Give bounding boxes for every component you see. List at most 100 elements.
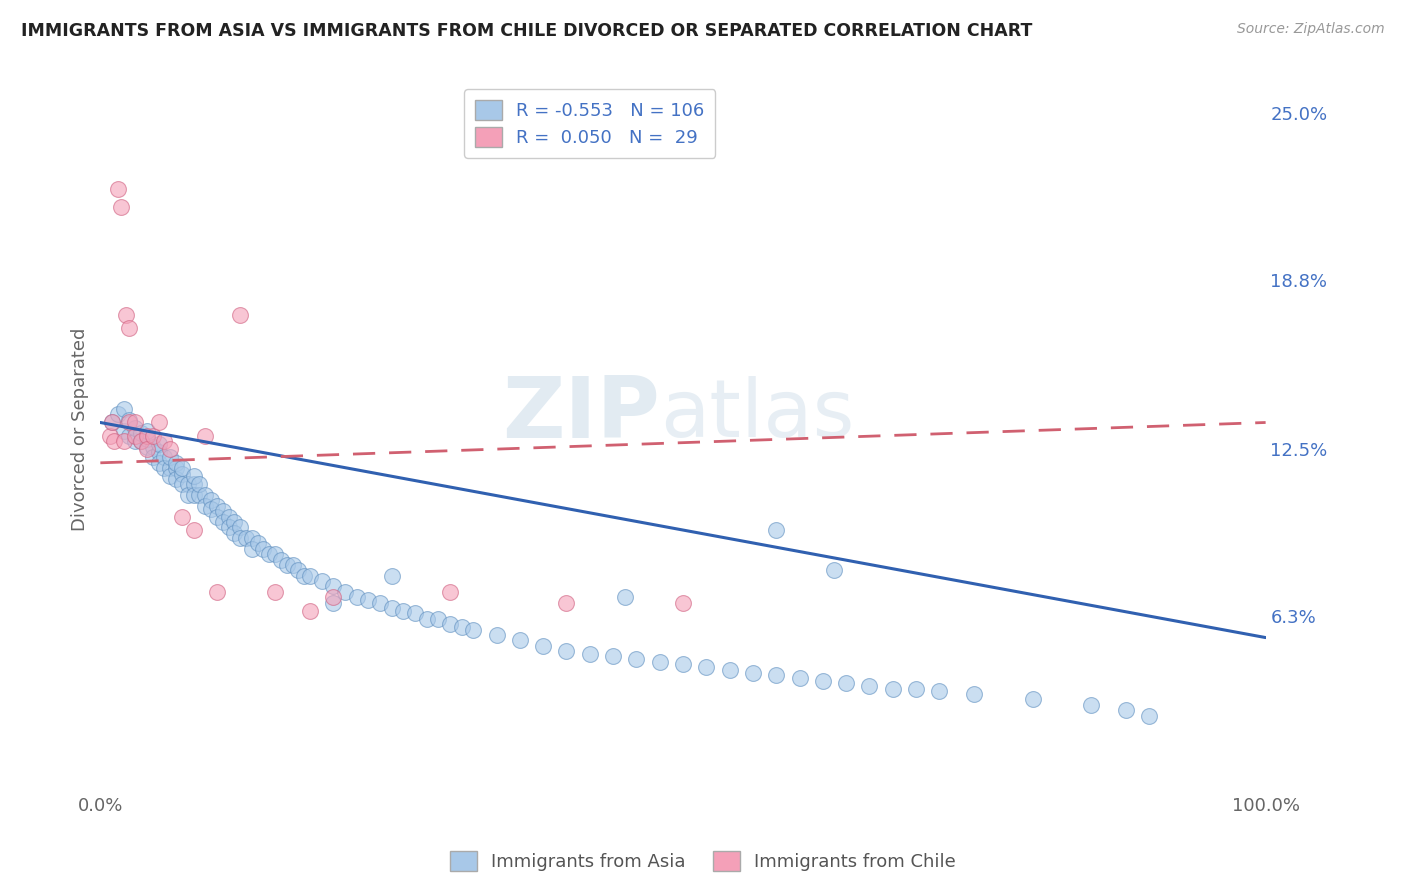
- Point: [450, 620, 472, 634]
- Point: [224, 515, 246, 529]
- Point: [858, 679, 880, 693]
- Legend: Immigrants from Asia, Immigrants from Chile: Immigrants from Asia, Immigrants from Ch…: [443, 844, 963, 879]
- Point: [741, 665, 763, 680]
- Point: [188, 488, 211, 502]
- Point: [346, 591, 368, 605]
- Point: [311, 574, 333, 588]
- Point: [718, 663, 741, 677]
- Point: [159, 450, 181, 465]
- Point: [194, 488, 217, 502]
- Point: [112, 424, 135, 438]
- Y-axis label: Divorced or Separated: Divorced or Separated: [72, 327, 89, 531]
- Point: [170, 477, 193, 491]
- Point: [136, 442, 159, 457]
- Point: [252, 541, 274, 556]
- Point: [322, 591, 344, 605]
- Point: [142, 440, 165, 454]
- Point: [928, 684, 950, 698]
- Point: [613, 591, 636, 605]
- Point: [124, 429, 146, 443]
- Point: [165, 456, 187, 470]
- Point: [218, 520, 240, 534]
- Point: [129, 434, 152, 449]
- Point: [240, 531, 263, 545]
- Point: [229, 531, 252, 545]
- Point: [882, 681, 904, 696]
- Point: [824, 563, 846, 577]
- Point: [170, 467, 193, 481]
- Point: [107, 181, 129, 195]
- Point: [194, 429, 217, 443]
- Point: [404, 607, 426, 621]
- Point: [136, 432, 159, 446]
- Point: [270, 552, 292, 566]
- Point: [1137, 708, 1160, 723]
- Point: [200, 493, 222, 508]
- Point: [765, 668, 787, 682]
- Point: [107, 408, 129, 422]
- Point: [392, 604, 415, 618]
- Point: [129, 434, 152, 449]
- Point: [136, 429, 159, 443]
- Point: [115, 308, 138, 322]
- Point: [194, 499, 217, 513]
- Point: [205, 499, 228, 513]
- Point: [142, 429, 165, 443]
- Point: [626, 652, 648, 666]
- Point: [183, 488, 205, 502]
- Point: [695, 660, 717, 674]
- Point: [281, 558, 304, 572]
- Point: [136, 440, 159, 454]
- Point: [211, 504, 233, 518]
- Point: [118, 413, 141, 427]
- Point: [129, 426, 152, 441]
- Point: [148, 456, 170, 470]
- Point: [124, 416, 146, 430]
- Point: [1115, 703, 1137, 717]
- Point: [602, 649, 624, 664]
- Point: [264, 585, 287, 599]
- Point: [98, 429, 121, 443]
- Point: [159, 469, 181, 483]
- Point: [112, 402, 135, 417]
- Point: [118, 321, 141, 335]
- Point: [101, 416, 124, 430]
- Point: [905, 681, 928, 696]
- Point: [811, 673, 834, 688]
- Point: [463, 623, 485, 637]
- Point: [170, 509, 193, 524]
- Text: IMMIGRANTS FROM ASIA VS IMMIGRANTS FROM CHILE DIVORCED OR SEPARATED CORRELATION : IMMIGRANTS FROM ASIA VS IMMIGRANTS FROM …: [21, 22, 1032, 40]
- Point: [229, 308, 252, 322]
- Point: [333, 585, 356, 599]
- Point: [153, 434, 176, 449]
- Point: [148, 416, 170, 430]
- Point: [381, 601, 404, 615]
- Point: [124, 434, 146, 449]
- Point: [381, 568, 404, 582]
- Point: [159, 461, 181, 475]
- Point: [200, 501, 222, 516]
- Point: [124, 421, 146, 435]
- Point: [264, 547, 287, 561]
- Point: [101, 416, 124, 430]
- Point: [153, 461, 176, 475]
- Point: [322, 580, 344, 594]
- Point: [276, 558, 298, 572]
- Point: [224, 525, 246, 540]
- Point: [1080, 698, 1102, 712]
- Point: [103, 434, 125, 449]
- Point: [177, 477, 200, 491]
- Point: [427, 612, 450, 626]
- Point: [439, 617, 461, 632]
- Point: [287, 563, 309, 577]
- Point: [357, 593, 380, 607]
- Point: [148, 445, 170, 459]
- Point: [555, 596, 578, 610]
- Point: [177, 488, 200, 502]
- Point: [159, 442, 181, 457]
- Point: [148, 437, 170, 451]
- Point: [765, 523, 787, 537]
- Point: [183, 469, 205, 483]
- Point: [205, 585, 228, 599]
- Point: [170, 461, 193, 475]
